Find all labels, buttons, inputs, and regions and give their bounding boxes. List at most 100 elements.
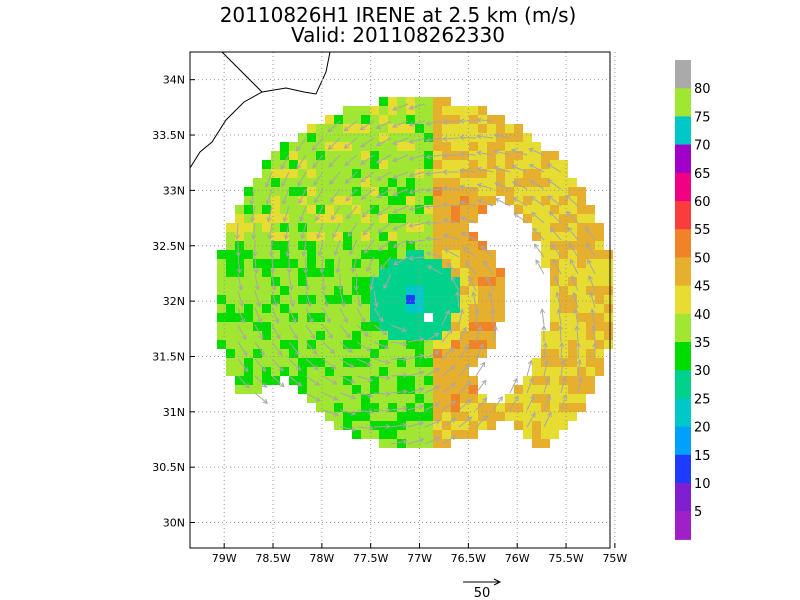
wind-cell <box>298 268 307 277</box>
wind-cell <box>217 340 226 349</box>
wind-cell <box>316 277 325 286</box>
wind-cell <box>532 214 541 223</box>
wind-cell <box>541 349 550 358</box>
wind-cell <box>316 394 325 403</box>
wind-cell <box>325 340 334 349</box>
wind-cell <box>406 151 415 160</box>
wind-vector <box>266 205 273 223</box>
wind-vector <box>575 341 581 360</box>
wind-cell <box>469 196 478 205</box>
wind-cell <box>406 412 415 421</box>
wind-cell <box>478 133 487 142</box>
wind-cell <box>586 331 595 340</box>
wind-cell <box>343 268 352 277</box>
wind-cell <box>379 313 388 322</box>
wind-vector <box>584 226 596 241</box>
wind-vector <box>328 154 341 168</box>
wind-cell <box>523 196 532 205</box>
wind-cell <box>487 403 496 412</box>
wind-vector <box>332 222 341 239</box>
wind-vector <box>493 149 511 156</box>
wind-cell <box>316 304 325 313</box>
wind-cell <box>343 304 352 313</box>
wind-cell <box>487 277 496 286</box>
wind-cell <box>253 259 262 268</box>
wind-cell <box>595 223 604 232</box>
wind-cell <box>550 160 559 169</box>
wind-cell <box>550 430 559 439</box>
wind-cell <box>244 385 253 394</box>
wind-cell <box>505 187 514 196</box>
wind-cell <box>325 286 334 295</box>
wind-cell <box>316 169 325 178</box>
wind-cell <box>361 313 370 322</box>
wind-cell <box>406 214 415 223</box>
wind-cell <box>280 187 289 196</box>
wind-cell <box>550 349 559 358</box>
wind-cell <box>343 376 352 385</box>
wind-cell <box>577 196 586 205</box>
wind-vector <box>298 188 307 205</box>
wind-cell <box>262 277 271 286</box>
wind-cell <box>370 322 379 331</box>
wind-vector <box>543 394 551 411</box>
wind-cell <box>550 403 559 412</box>
wind-vector <box>288 358 302 371</box>
wind-cell <box>298 385 307 394</box>
wind-vector <box>254 290 262 308</box>
wind-cell <box>460 124 469 133</box>
wind-vector <box>265 188 273 206</box>
x-tick-label: 75W <box>602 552 627 565</box>
wind-vector <box>589 291 596 309</box>
wind-vector <box>531 211 545 224</box>
x-tick-label: 77W <box>407 552 432 565</box>
wind-cell <box>559 313 568 322</box>
wind-cell <box>469 376 478 385</box>
wind-cell <box>352 430 361 439</box>
wind-vector <box>356 409 374 415</box>
wind-cell <box>496 268 505 277</box>
wind-cell <box>388 286 397 295</box>
wind-cell <box>424 214 433 223</box>
wind-vector <box>408 103 426 110</box>
wind-cell <box>298 358 307 367</box>
wind-cell <box>433 169 442 178</box>
wind-cell <box>334 295 343 304</box>
wind-cell <box>523 178 532 187</box>
wind-cell <box>415 439 424 448</box>
wind-cell <box>505 178 514 187</box>
x-tick-label: 78W <box>309 552 334 565</box>
wind-cell <box>406 169 415 178</box>
wind-cell <box>334 142 343 151</box>
wind-cell <box>424 196 433 205</box>
wind-cell <box>253 196 262 205</box>
wind-cell <box>388 304 397 313</box>
wind-cell <box>325 115 334 124</box>
wind-cell <box>595 241 604 250</box>
wind-cell <box>316 241 325 250</box>
wind-vector <box>541 324 547 343</box>
wind-cell <box>343 241 352 250</box>
wind-cell <box>352 196 361 205</box>
wind-cell <box>559 259 568 268</box>
wind-cell <box>316 367 325 376</box>
wind-cell <box>388 430 397 439</box>
wind-cell <box>307 205 316 214</box>
wind-cell <box>379 115 388 124</box>
wind-cell <box>397 340 406 349</box>
wind-vector <box>493 132 511 139</box>
wind-cell <box>280 169 289 178</box>
wind-cell <box>217 277 226 286</box>
wind-cell <box>388 187 397 196</box>
wind-cell <box>289 241 298 250</box>
wind-cell <box>307 223 316 232</box>
wind-cell <box>586 259 595 268</box>
wind-cell <box>541 250 550 259</box>
wind-cell <box>388 133 397 142</box>
wind-cell <box>289 187 298 196</box>
wind-cell <box>262 358 271 367</box>
wind-cell <box>361 187 370 196</box>
wind-cell <box>424 331 433 340</box>
wind-cell <box>433 430 442 439</box>
